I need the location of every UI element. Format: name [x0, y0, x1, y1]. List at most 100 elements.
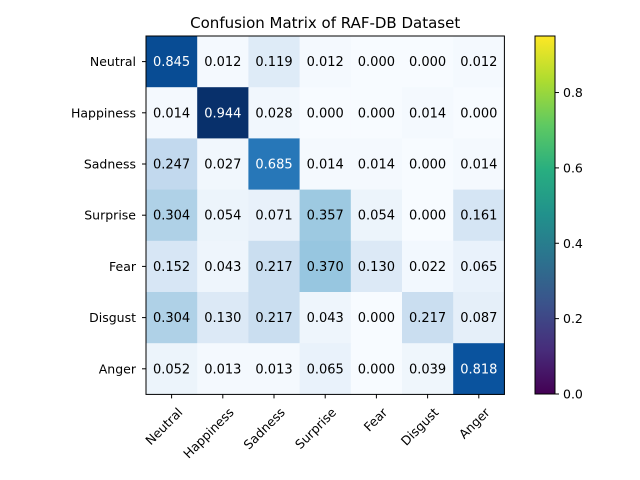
- cell-value-label: 0.000: [460, 106, 497, 121]
- cell-value-label: 0.000: [307, 106, 344, 121]
- matrix-cell: [453, 87, 505, 139]
- colorbar-tick-label: 0.0: [563, 387, 583, 402]
- matrix-cell: [350, 87, 403, 139]
- matrix-cell: [146, 36, 198, 88]
- matrix-cell: [453, 36, 505, 88]
- matrix-cell: [402, 189, 454, 242]
- matrix-cell: [197, 343, 249, 395]
- matrix-cell: [197, 36, 249, 88]
- matrix-cell: [146, 138, 198, 191]
- cell-value-label: 0.944: [204, 106, 241, 121]
- cell-value-label: 0.087: [460, 311, 497, 326]
- matrix-cell: [453, 343, 505, 395]
- cell-value-label: 0.000: [358, 106, 395, 121]
- x-tick-label: Disgust: [398, 405, 442, 449]
- matrix-cell: [402, 292, 454, 344]
- matrix-cell: [197, 240, 249, 293]
- matrix-cell: [402, 343, 454, 395]
- matrix-cell: [299, 87, 352, 139]
- matrix-cell: [402, 87, 454, 139]
- x-tick-label: Neutral: [142, 405, 185, 448]
- cell-value-label: 0.022: [409, 260, 446, 275]
- cell-value-label: 0.054: [358, 209, 395, 224]
- cell-value-label: 0.845: [153, 55, 190, 70]
- cell-value-label: 0.039: [409, 362, 446, 377]
- matrix-cell: [299, 343, 352, 395]
- matrix-cell: [350, 292, 403, 344]
- colorbar-tick-label: 0.6: [563, 160, 583, 175]
- cell-value-label: 0.000: [409, 55, 446, 70]
- colorbar-axis: 0.0 0.2 0.4 0.6 0.8: [555, 85, 583, 402]
- matrix-cell: [146, 343, 198, 395]
- matrix-cells: 0.845 0.012 0.119 0.012 0.000 0.000 0.012 0.014…: [146, 36, 505, 395]
- x-tick-label: Fear: [361, 404, 391, 434]
- matrix-cell: [402, 36, 454, 88]
- cell-value-label: 0.247: [153, 158, 190, 173]
- matrix-cell: [453, 240, 505, 293]
- x-tick-label: Surprise: [292, 404, 339, 451]
- matrix-cell: [248, 292, 301, 344]
- cell-value-label: 0.071: [255, 209, 292, 224]
- colorbar-tick-label: 0.2: [563, 311, 583, 326]
- cell-value-label: 0.054: [204, 209, 241, 224]
- cell-value-label: 0.043: [307, 311, 344, 326]
- matrix-cell: [350, 343, 403, 395]
- cell-value-label: 0.013: [255, 362, 292, 377]
- colorbar-tick-label: 0.8: [563, 85, 583, 100]
- matrix-cell: [350, 36, 403, 88]
- y-tick-label: Happiness: [71, 105, 136, 120]
- cell-value-label: 0.027: [204, 158, 241, 173]
- y-tick-label: Surprise: [84, 208, 136, 223]
- cell-value-label: 0.152: [153, 260, 190, 275]
- matrix-cell: [299, 292, 352, 344]
- cell-value-label: 0.000: [409, 209, 446, 224]
- cell-value-label: 0.065: [460, 260, 497, 275]
- cell-value-label: 0.012: [460, 55, 497, 70]
- cell-value-label: 0.161: [460, 209, 497, 224]
- cell-value-label: 0.013: [204, 362, 241, 377]
- matrix-cell: [248, 343, 301, 395]
- matrix-cell: [453, 292, 505, 344]
- matrix-cell: [453, 189, 505, 242]
- matrix-cell: [146, 240, 198, 293]
- colorbar: [534, 35, 556, 395]
- cell-value-label: 0.357: [307, 209, 344, 224]
- y-tick-label: Neutral: [90, 54, 136, 69]
- x-tick-label: Anger: [456, 404, 494, 442]
- cell-value-label: 0.119: [255, 55, 292, 70]
- matrix-cell: [248, 138, 301, 191]
- y-tick-label: Sadness: [84, 157, 136, 172]
- cell-value-label: 0.012: [307, 55, 344, 70]
- y-axis: Neutral Happiness Sadness Surprise Fear Disgu…: [71, 54, 146, 376]
- colorbar-tick-label: 0.4: [563, 236, 583, 251]
- matrix-cell: [197, 292, 249, 344]
- cell-value-label: 0.000: [358, 362, 395, 377]
- cell-value-label: 0.012: [204, 55, 241, 70]
- matrix-cell: [350, 240, 403, 293]
- x-tick-label: Happiness: [180, 405, 237, 462]
- matrix-cell: [453, 138, 505, 191]
- matrix-cell: [146, 292, 198, 344]
- matrix-cell: [299, 189, 352, 242]
- matrix-cell: [402, 240, 454, 293]
- matrix-cell: [197, 138, 249, 191]
- matrix-cell: [299, 36, 352, 88]
- cell-value-label: 0.217: [255, 311, 292, 326]
- matrix-cell: [197, 189, 249, 242]
- cell-value-label: 0.304: [153, 209, 190, 224]
- cell-value-label: 0.685: [255, 158, 292, 173]
- matrix-cell: [350, 138, 403, 191]
- cell-value-label: 0.014: [358, 158, 395, 173]
- cell-value-label: 0.014: [307, 158, 344, 173]
- cell-value-label: 0.000: [358, 311, 395, 326]
- matrix-cell: [248, 189, 301, 242]
- chart-title: Confusion Matrix of RAF-DB Dataset: [190, 14, 460, 32]
- cell-value-label: 0.052: [153, 362, 190, 377]
- cell-value-label: 0.043: [204, 260, 241, 275]
- cell-value-label: 0.014: [153, 106, 190, 121]
- cell-value-label: 0.000: [358, 55, 395, 70]
- matrix-cell: [248, 240, 301, 293]
- y-tick-label: Fear: [109, 259, 137, 274]
